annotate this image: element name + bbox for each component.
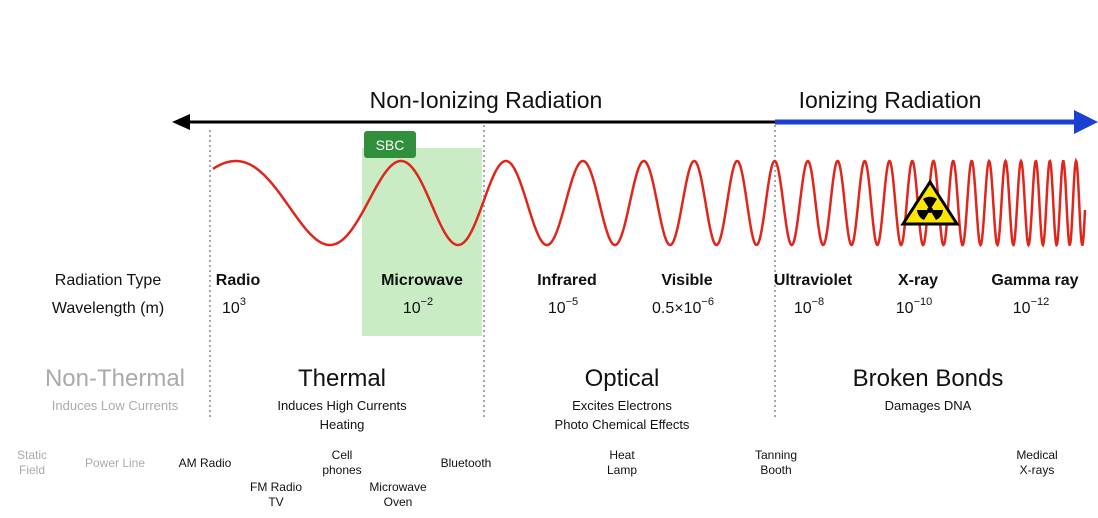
wavelength: 10−8 xyxy=(794,296,824,317)
arrow-head xyxy=(172,114,190,130)
sbc-badge xyxy=(364,131,416,158)
wavelength: 0.5×10−6 xyxy=(652,296,714,317)
source-label: phones xyxy=(322,463,361,477)
wavelength-exp: −12 xyxy=(1031,296,1050,308)
wavelength: 103 xyxy=(222,296,246,317)
source-label: FM Radio xyxy=(250,480,302,494)
wavelength-exp: −6 xyxy=(701,296,714,308)
bands: Radio103Microwave10−2Infrared10−5Visible… xyxy=(216,272,1079,317)
source-label: Power Line xyxy=(85,456,145,470)
effect-line: Damages DNA xyxy=(885,398,972,413)
arrow-head xyxy=(1074,110,1098,134)
ionizing-label: Ionizing Radiation xyxy=(799,87,982,113)
wavelength-base: 10 xyxy=(794,300,812,317)
wavelength-base: 10 xyxy=(1013,300,1031,317)
wavelength-base: 10 xyxy=(222,300,240,317)
effect-line: Heating xyxy=(320,417,365,432)
effect-title: Optical xyxy=(585,365,660,392)
source-label: Heat xyxy=(609,448,635,462)
band-name: Gamma ray xyxy=(991,272,1078,289)
radiation-icon xyxy=(917,196,943,220)
effect-title: Non-Thermal xyxy=(45,365,185,392)
source-label: Oven xyxy=(384,495,413,509)
source-label: Lamp xyxy=(607,463,637,477)
effect-line: Excites Electrons xyxy=(572,398,672,413)
source-label: Medical xyxy=(1016,448,1057,462)
source-label: Static xyxy=(17,448,47,462)
wavelength-exp: −8 xyxy=(812,296,825,308)
source-label: X-rays xyxy=(1020,463,1055,477)
effect-title: Thermal xyxy=(298,365,386,392)
wavelength-base: 10 xyxy=(403,300,421,317)
source-label: AM Radio xyxy=(179,456,232,470)
wavelength-base: 0.5×10 xyxy=(652,300,701,317)
wavelength: 10−10 xyxy=(896,296,932,317)
sbc-label: SBC xyxy=(376,137,405,153)
row-label: Radiation Type xyxy=(55,272,162,289)
source-label: Microwave xyxy=(369,480,427,494)
wavelength: 10−5 xyxy=(548,296,578,317)
source-label: Cell xyxy=(332,448,353,462)
band-name: Radio xyxy=(216,272,261,289)
source-label: TV xyxy=(268,495,283,509)
non-ionizing-label: Non-Ionizing Radiation xyxy=(370,87,603,113)
band-name: Infrared xyxy=(537,272,597,289)
source-label: Field xyxy=(19,463,45,477)
wavelength-exp: −5 xyxy=(566,296,579,308)
band-name: Ultraviolet xyxy=(774,272,853,289)
band-name: Microwave xyxy=(381,272,463,289)
wavelength-base: 10 xyxy=(896,300,914,317)
source-label: Bluetooth xyxy=(441,456,492,470)
source-label: Booth xyxy=(760,463,791,477)
band-name: X-ray xyxy=(898,272,938,289)
effect-line: Induces High Currents xyxy=(277,398,407,413)
band-name: Visible xyxy=(661,272,712,289)
row-label: Wavelength (m) xyxy=(52,300,164,317)
source-label: Tanning xyxy=(755,448,797,462)
wave xyxy=(212,157,1087,248)
effect-line: Photo Chemical Effects xyxy=(555,417,690,432)
wavelength: 10−2 xyxy=(403,296,433,317)
effect-title: Broken Bonds xyxy=(853,365,1004,392)
wavelength-exp: −10 xyxy=(914,296,933,308)
wavelength-exp: 3 xyxy=(240,296,246,308)
wavelength-exp: −2 xyxy=(421,296,434,308)
wavelength: 10−12 xyxy=(1013,296,1049,317)
effect-line: Induces Low Currents xyxy=(52,398,179,413)
wavelength-base: 10 xyxy=(548,300,566,317)
